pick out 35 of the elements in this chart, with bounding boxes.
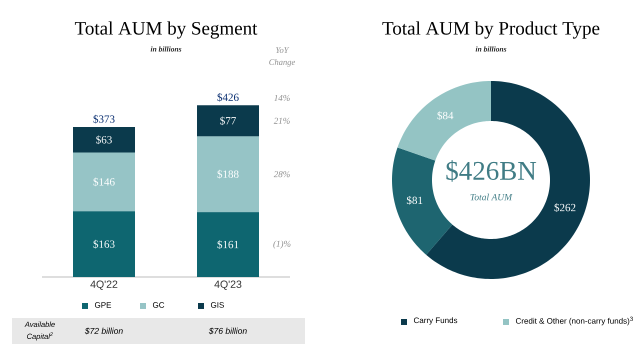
annotation: 21% — [274, 118, 290, 124]
chart-title: Total AUM by Product Type — [382, 21, 600, 39]
data-label: $63 — [96, 135, 112, 144]
data-label: $84 — [437, 111, 454, 120]
text: 14% — [274, 94, 290, 102]
data-label: $163 — [93, 240, 115, 249]
data-label: $188 — [217, 170, 239, 179]
total-label: $373 — [93, 114, 115, 124]
bar — [73, 152, 136, 212]
text: Total AUM — [470, 194, 513, 200]
chart-title: Total AUM by Segment — [74, 21, 258, 39]
x-tick-label: 4Q'23 — [214, 280, 242, 290]
bar — [197, 212, 260, 277]
legend-label: Carry Funds — [414, 317, 458, 325]
data-label: $161 — [217, 240, 238, 249]
legend-label: GIS — [210, 302, 224, 308]
annotation: 28% — [274, 171, 290, 178]
data-label: $146 — [93, 177, 115, 186]
x-tick-label: 4Q'22 — [90, 280, 118, 290]
bar — [197, 136, 260, 212]
text: $76 billion — [208, 328, 247, 334]
data-label: $77 — [220, 116, 236, 126]
text: YoY Change — [269, 47, 296, 67]
text: $426BN — [446, 160, 536, 182]
legend-label: GC — [152, 302, 164, 308]
bar — [73, 211, 136, 277]
text: $72 billion — [84, 328, 123, 334]
bar — [197, 105, 260, 136]
annotation: (1)% — [273, 240, 290, 249]
legend-label: Credit & Other (non-carry funds)$^{3}$ — [516, 316, 633, 326]
data-label: $81 — [406, 196, 422, 205]
total-label: $426 — [217, 92, 239, 102]
legend-label: GPE — [94, 302, 112, 308]
bar — [73, 127, 136, 152]
data-label: $262 — [554, 203, 576, 212]
